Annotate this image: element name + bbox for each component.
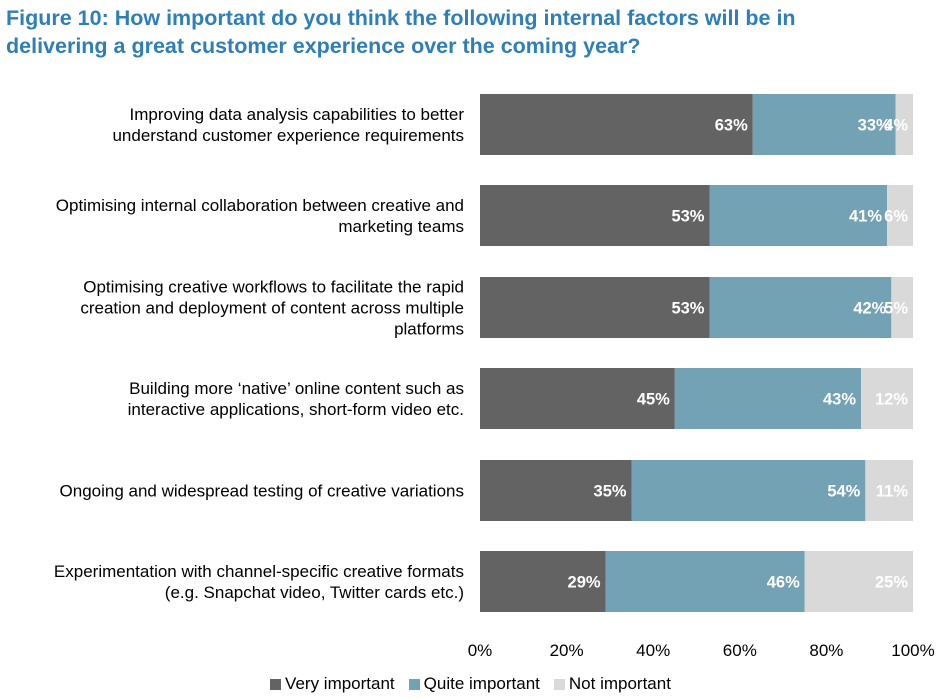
bar-segment-very-important — [480, 277, 710, 338]
data-label: 25% — [875, 574, 908, 592]
data-label: 45% — [637, 391, 670, 409]
category-label-line: Experimentation with channel-specific cr… — [54, 562, 464, 581]
legend-label: Not important — [568, 674, 671, 693]
data-label: 53% — [671, 208, 704, 226]
bar-segment-very-important — [480, 185, 710, 246]
data-label: 5% — [884, 300, 908, 318]
category-label: Ongoing and widespread testing of creati… — [60, 482, 464, 501]
category-label: Building more ‘native’ online content su… — [128, 379, 464, 419]
category-label-line: platforms — [394, 320, 464, 339]
chart-title-line-1: Figure 10: How important do you think th… — [6, 6, 796, 30]
x-tick-label: 100% — [891, 641, 934, 660]
legend-swatch — [408, 678, 420, 690]
bar-segment-quite-important — [605, 551, 805, 612]
data-label: 46% — [767, 574, 800, 592]
category-label: Experimentation with channel-specific cr… — [54, 562, 464, 602]
data-label: 53% — [671, 300, 704, 318]
data-label: 63% — [715, 117, 748, 135]
x-tick-label: 60% — [723, 641, 757, 660]
data-label: 35% — [594, 483, 627, 501]
x-tick-label: 40% — [636, 641, 670, 660]
category-label-line: Optimising internal collaboration betwee… — [56, 196, 464, 215]
data-label: 11% — [876, 483, 908, 501]
chart-legend: Very important Quite important Not importa… — [0, 672, 941, 696]
bar-segment-not-important — [887, 185, 913, 246]
x-tick-label: 0% — [468, 641, 493, 660]
category-label-line: interactive applications, short-form vid… — [128, 400, 464, 419]
legend-label: Quite important — [423, 674, 540, 693]
bar-segment-quite-important — [709, 277, 892, 338]
bar-segment-very-important — [480, 460, 632, 521]
legend-item: Quite important — [408, 674, 540, 694]
data-label: 6% — [884, 208, 908, 226]
bar-segment-quite-important — [674, 368, 862, 429]
category-label-line: marketing teams — [338, 217, 464, 236]
category-label-line: Optimising creative workflows to facilit… — [83, 278, 464, 297]
bar-segment-very-important — [480, 551, 606, 612]
x-tick-label: 80% — [809, 641, 843, 660]
legend-label: Very important — [285, 674, 395, 693]
legend-swatch — [553, 678, 565, 690]
category-label-line: Building more ‘native’ online content su… — [129, 379, 464, 398]
category-label: Improving data analysis capabilities to … — [112, 105, 464, 145]
data-label: 12% — [875, 391, 908, 409]
bar-segment-quite-important — [631, 460, 866, 521]
data-label: 43% — [823, 391, 856, 409]
data-label: 41% — [849, 208, 882, 226]
data-label: 33% — [858, 117, 891, 135]
legend-item: Not important — [553, 674, 671, 694]
x-tick-label: 20% — [550, 641, 584, 660]
chart-title-line-2: delivering a great customer experience o… — [6, 34, 641, 58]
legend-swatch — [270, 678, 282, 690]
data-label: 4% — [884, 117, 908, 135]
category-label-line: Improving data analysis capabilities to … — [129, 105, 464, 124]
stacked-bar-chart: Improving data analysis capabilities to … — [54, 94, 935, 660]
bar-segment-not-important — [865, 460, 913, 521]
data-label: 42% — [853, 300, 886, 318]
category-label-line: Ongoing and widespread testing of creati… — [60, 482, 464, 501]
bar-segment-quite-important — [752, 94, 896, 155]
category-label-line: (e.g. Snapchat video, Twitter cards etc.… — [165, 583, 464, 602]
chart-title: Figure 10: How important do you think th… — [6, 4, 926, 60]
category-label-line: creation and deployment of content acros… — [80, 299, 464, 318]
legend-item: Very important — [270, 674, 395, 694]
bar-segment-not-important — [891, 277, 913, 338]
data-label: 29% — [568, 574, 601, 592]
bar-segment-very-important — [480, 94, 753, 155]
category-label: Optimising creative workflows to facilit… — [80, 278, 464, 339]
bar-segment-not-important — [895, 94, 913, 155]
data-label: 54% — [827, 483, 860, 501]
bar-segment-not-important — [861, 368, 913, 429]
category-label-line: understand customer experience requireme… — [112, 126, 464, 145]
bar-segment-very-important — [480, 368, 675, 429]
category-label: Optimising internal collaboration betwee… — [56, 196, 464, 236]
bar-segment-not-important — [804, 551, 913, 612]
bar-segment-quite-important — [709, 185, 888, 246]
